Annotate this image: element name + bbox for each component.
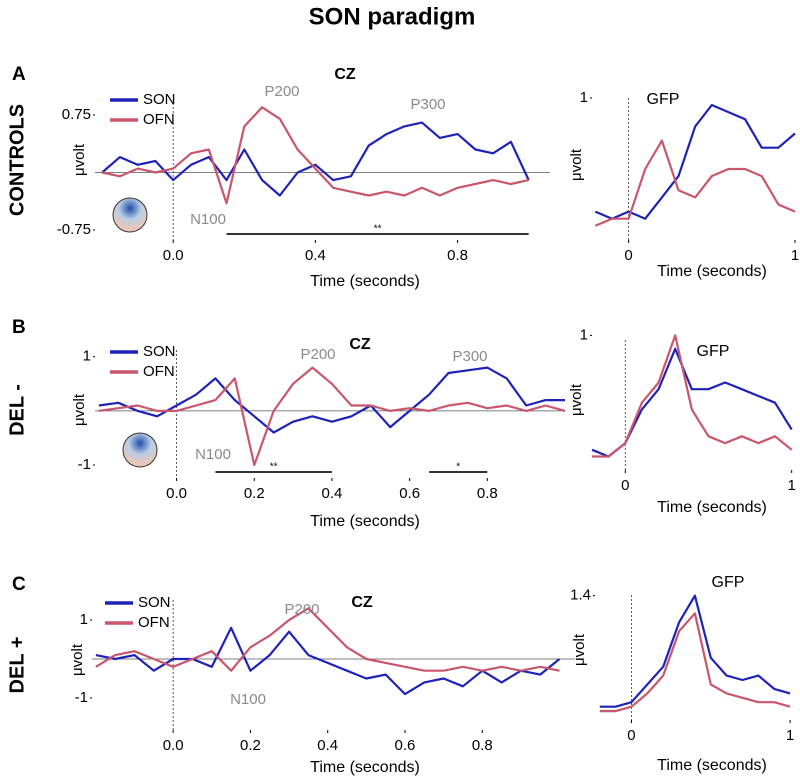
annotation: P300 xyxy=(452,348,487,365)
panel-title: CZ xyxy=(349,336,371,353)
group-label: CONTROLS xyxy=(6,104,28,216)
x-tick-label: 0.2 xyxy=(244,485,265,502)
y-tick-label: 0.75 xyxy=(62,106,91,123)
x-tick-label: 0.8 xyxy=(472,737,493,754)
y-tick-label: 1 xyxy=(580,326,588,343)
annotation: N100 xyxy=(190,211,226,228)
panel-letter: B xyxy=(12,317,26,338)
series-line xyxy=(95,626,561,696)
annotation: P200 xyxy=(284,601,319,618)
y-tick-label: -1 xyxy=(75,689,88,706)
panel-letter: C xyxy=(12,574,26,595)
group-label: DEL - xyxy=(6,384,28,436)
x-tick-label: 0 xyxy=(624,247,632,264)
x-axis-label: Time (seconds) xyxy=(310,273,420,290)
y-tick-label: 1.4 xyxy=(570,587,591,604)
series-line xyxy=(98,366,565,434)
y-tick-label: 1 xyxy=(80,611,88,628)
legend-label: OFN xyxy=(143,363,175,380)
legend-label: OFN xyxy=(138,614,170,631)
annotation: N100 xyxy=(195,446,231,463)
x-tick-label: 0.0 xyxy=(166,485,187,502)
y-tick-label: -0.75 xyxy=(57,221,91,238)
x-tick-label: 1 xyxy=(791,247,799,264)
series-line xyxy=(592,334,793,458)
panel-title: GFP xyxy=(697,343,730,360)
series-line xyxy=(98,366,566,467)
y-axis-label: μvolt xyxy=(71,393,88,426)
series-line xyxy=(599,612,791,713)
series-line xyxy=(101,121,530,197)
series-line xyxy=(101,106,529,205)
figure-title: SON paradigm xyxy=(309,3,476,30)
x-axis-label: Time (seconds) xyxy=(310,759,420,776)
panel-title: CZ xyxy=(351,594,373,611)
significance-label: ** xyxy=(374,224,382,235)
y-tick-label: 1 xyxy=(83,348,91,365)
x-axis-label: Time (seconds) xyxy=(657,263,767,280)
panel-title: GFP xyxy=(647,91,680,108)
series-line xyxy=(594,103,796,220)
y-axis-label: μvolt xyxy=(568,148,585,181)
series-line xyxy=(599,594,791,708)
x-tick-label: 0.8 xyxy=(477,485,498,502)
annotation: P200 xyxy=(300,346,335,363)
series-line xyxy=(591,347,793,458)
legend-label: SON xyxy=(143,91,176,108)
x-axis-label: Time (seconds) xyxy=(310,513,420,530)
y-tick-label: 1 xyxy=(580,89,588,106)
panel-letter: A xyxy=(12,64,26,85)
legend-label: SON xyxy=(143,343,176,360)
panel-title: CZ xyxy=(334,66,356,83)
x-tick-label: 1 xyxy=(788,477,796,494)
y-axis-label: μvolt xyxy=(71,143,88,176)
x-tick-label: 0.6 xyxy=(395,737,416,754)
x-tick-label: 0.6 xyxy=(399,485,420,502)
x-tick-label: 0.0 xyxy=(163,247,184,264)
y-tick-label: -1 xyxy=(78,456,91,473)
x-tick-label: 0.4 xyxy=(322,485,343,502)
x-tick-label: 0.4 xyxy=(317,737,338,754)
x-tick-label: 1 xyxy=(786,727,794,744)
y-axis-label: μvolt xyxy=(568,383,585,416)
x-tick-label: 0.4 xyxy=(305,247,326,264)
x-tick-label: 0.0 xyxy=(163,737,184,754)
y-axis-label: μvolt xyxy=(571,633,588,666)
x-tick-label: 0.8 xyxy=(447,247,468,264)
panel-title: GFP xyxy=(712,574,745,591)
x-axis-label: Time (seconds) xyxy=(657,499,767,516)
head-topography xyxy=(112,197,148,233)
annotation: P300 xyxy=(410,96,445,113)
annotation: P200 xyxy=(264,83,299,100)
group-label: DEL + xyxy=(6,637,28,694)
significance-label: * xyxy=(456,462,460,473)
y-axis-label: μvolt xyxy=(69,643,86,676)
annotation: N100 xyxy=(230,691,266,708)
x-tick-label: 0 xyxy=(627,727,635,744)
series-line xyxy=(594,139,796,227)
significance-label: ** xyxy=(270,462,278,473)
legend-label: SON xyxy=(138,594,171,611)
legend-label: OFN xyxy=(143,111,175,128)
series-line xyxy=(95,607,560,672)
x-tick-label: 0 xyxy=(621,477,629,494)
x-axis-label: Time (seconds) xyxy=(657,757,767,774)
x-tick-label: 0.2 xyxy=(240,737,261,754)
head-topography xyxy=(122,432,158,468)
